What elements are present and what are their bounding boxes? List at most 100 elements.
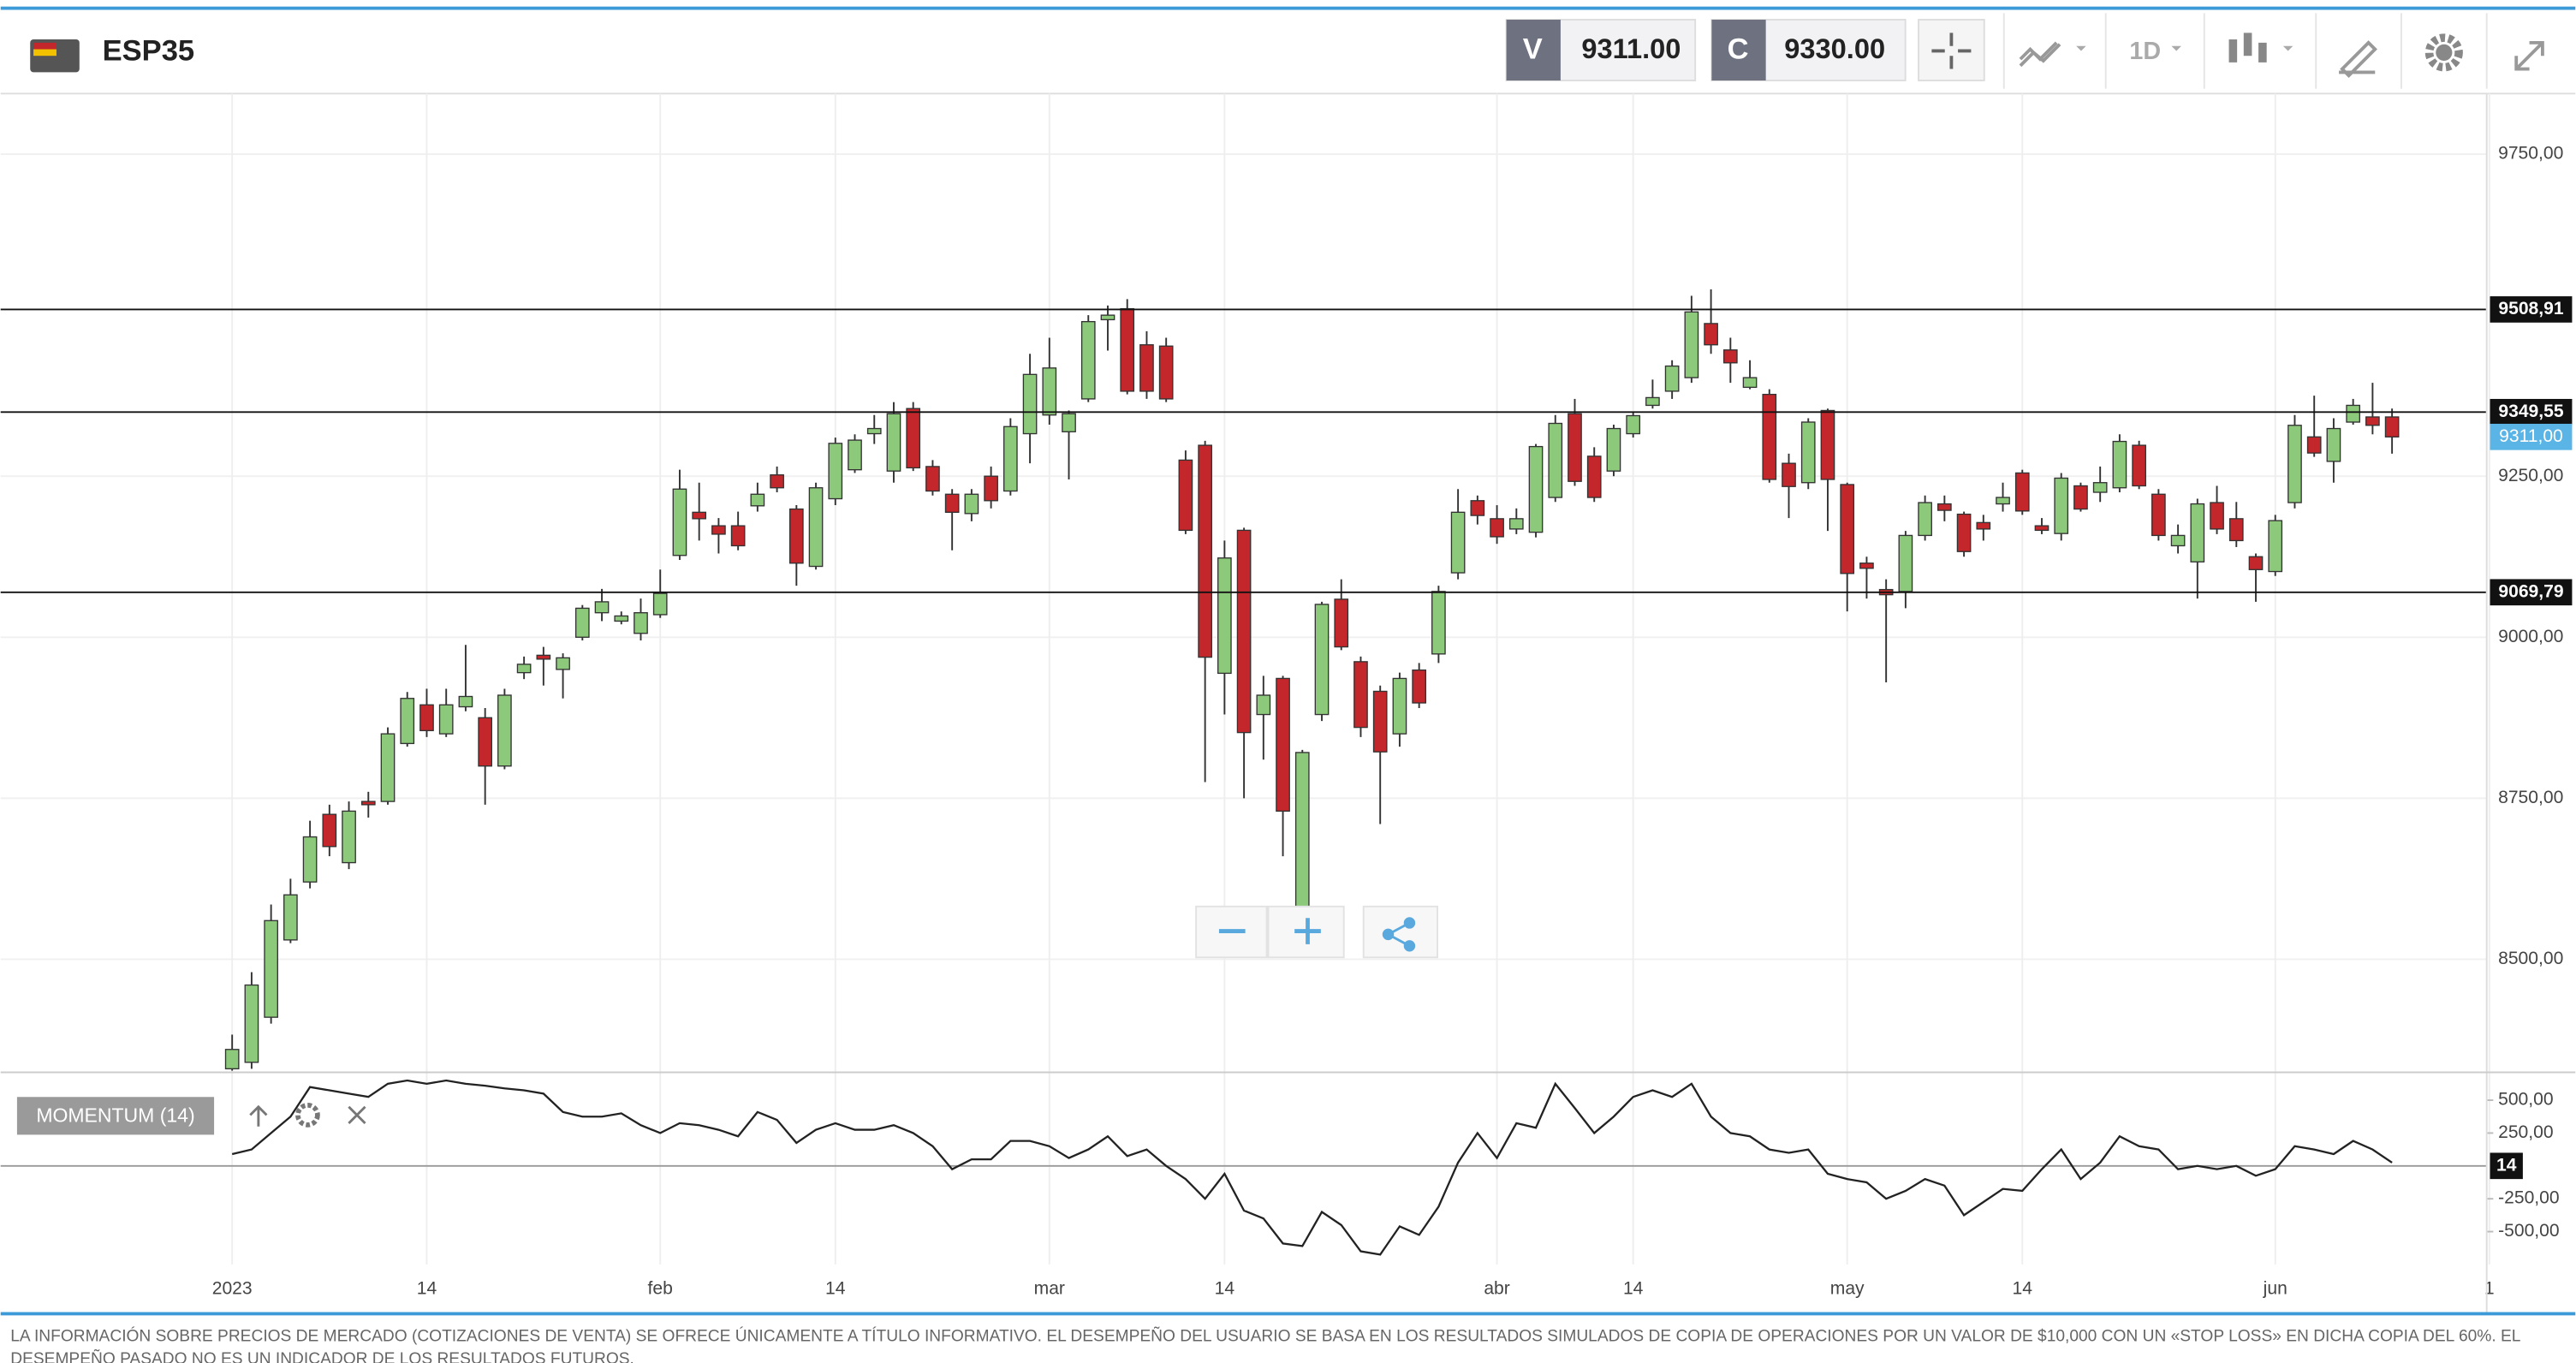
candle-type-button[interactable] <box>2228 33 2267 62</box>
candle-body <box>1198 444 1212 658</box>
candle-body <box>302 836 318 883</box>
remove-indicator-button[interactable] <box>348 1105 366 1124</box>
candle-body <box>2287 425 2302 503</box>
candle-body <box>1722 349 1738 364</box>
flag-stripe <box>33 49 57 57</box>
draw-button[interactable] <box>2339 40 2377 78</box>
candle-body <box>1548 422 1563 498</box>
candle-body <box>1704 323 1718 346</box>
indicator-label-box[interactable] <box>16 1097 215 1135</box>
candle-body <box>244 984 259 1063</box>
candle-body <box>730 525 746 547</box>
candle-body <box>1606 427 1621 472</box>
candle-body <box>342 810 356 864</box>
candle-body <box>556 657 570 670</box>
x-tick-label: abr <box>1484 1278 1509 1298</box>
candle-body <box>2210 502 2224 530</box>
candle-body <box>1139 344 1154 392</box>
candle-body <box>1490 518 1504 538</box>
candle-body <box>1626 414 1641 435</box>
plus-icon <box>1294 918 1321 944</box>
candle-body <box>984 475 998 502</box>
candle-body <box>1859 562 1874 569</box>
x-tick-label: 2023 <box>212 1278 253 1298</box>
fullscreen-button[interactable] <box>2514 40 2544 71</box>
candle-body <box>380 733 396 802</box>
share-icon <box>1382 917 1416 952</box>
candle-body <box>848 439 862 471</box>
dropdown-arrow <box>2076 45 2086 51</box>
candle-body <box>458 695 473 708</box>
candle-body <box>750 493 765 507</box>
candle-body <box>516 664 532 674</box>
marker-label-box <box>2490 1152 2523 1180</box>
dropdown-arrow <box>2282 45 2293 51</box>
candle-body <box>2170 534 2186 547</box>
candle-body <box>1256 694 1271 716</box>
marker-label: 14 <box>2496 1155 2517 1175</box>
candle-body <box>634 612 648 634</box>
plot-area: 8500,00 8750,00 9000,00 9250,00 9750,00 2023 1… <box>0 93 2573 1298</box>
candle-body <box>536 654 551 660</box>
candle-body <box>1976 521 1991 530</box>
candle-body <box>2054 477 2069 534</box>
candle-body <box>1003 426 1018 492</box>
candle-body <box>2384 416 2400 437</box>
candle-body <box>1392 677 1407 735</box>
candle-body <box>1470 500 1485 516</box>
level-label: 9349,55 <box>2498 402 2563 421</box>
candle-body <box>1645 396 1660 407</box>
indicator-settings-button[interactable] <box>295 1102 320 1128</box>
candle-body <box>419 704 434 732</box>
candle-body <box>1178 459 1193 532</box>
candle-body <box>2132 444 2146 487</box>
candle-body <box>886 413 901 472</box>
candle-body <box>360 801 376 806</box>
settings-button[interactable] <box>2424 33 2463 72</box>
candle-body <box>672 488 687 557</box>
x-tick-label: 14 <box>417 1278 437 1298</box>
candle-body <box>322 813 337 848</box>
candle-body <box>1664 365 1680 392</box>
candle-body <box>944 493 960 514</box>
candle-body <box>828 443 843 500</box>
candle-body <box>1120 307 1135 392</box>
candle-body <box>1782 462 1796 487</box>
timeframe-button[interactable]: 1D <box>2129 38 2161 65</box>
candle-body <box>770 474 784 489</box>
candle-body <box>2346 404 2361 423</box>
x-tick-label: 1 <box>2484 1278 2495 1298</box>
candle-body <box>1294 752 1310 914</box>
candle-body <box>2326 427 2341 462</box>
move-up-button[interactable] <box>249 1104 268 1127</box>
candle-body <box>1528 445 1544 533</box>
candle-body <box>925 466 940 492</box>
candle-body <box>2306 436 2322 454</box>
y-tick-label: 500,00 <box>2498 1090 2553 1110</box>
sell-label-box <box>1506 20 1561 80</box>
candle-body <box>1840 484 1855 574</box>
y-tick-label: 9000,00 <box>2498 627 2563 646</box>
y-tick-label: 8500,00 <box>2498 949 2563 968</box>
disclaimer-line: LA INFORMACIÓN SOBRE PRECIOS DE MERCADO … <box>10 1326 2521 1345</box>
flag-stripe <box>33 42 57 50</box>
candle-body <box>264 920 278 1018</box>
crosshair-button[interactable] <box>1918 19 1985 81</box>
candle-body <box>1158 345 1174 400</box>
candle-body <box>1062 413 1076 432</box>
candle-body <box>866 427 882 435</box>
candle-body <box>594 601 610 614</box>
candle-body <box>497 694 512 767</box>
candle-body <box>788 508 804 564</box>
candle-body <box>2151 493 2166 537</box>
candle-body <box>1431 591 1446 655</box>
candle-body <box>1217 557 1232 675</box>
y-tick-label: 9250,00 <box>2498 466 2563 485</box>
chart-type-button[interactable] <box>2019 41 2061 68</box>
candle-body <box>2073 485 2088 510</box>
buy-label: C <box>1728 33 1749 66</box>
x-tick-label: feb <box>648 1278 673 1298</box>
level-label: 9069,79 <box>2498 581 2563 601</box>
share-button[interactable] <box>1362 905 1439 959</box>
candle-body <box>1042 367 1057 416</box>
